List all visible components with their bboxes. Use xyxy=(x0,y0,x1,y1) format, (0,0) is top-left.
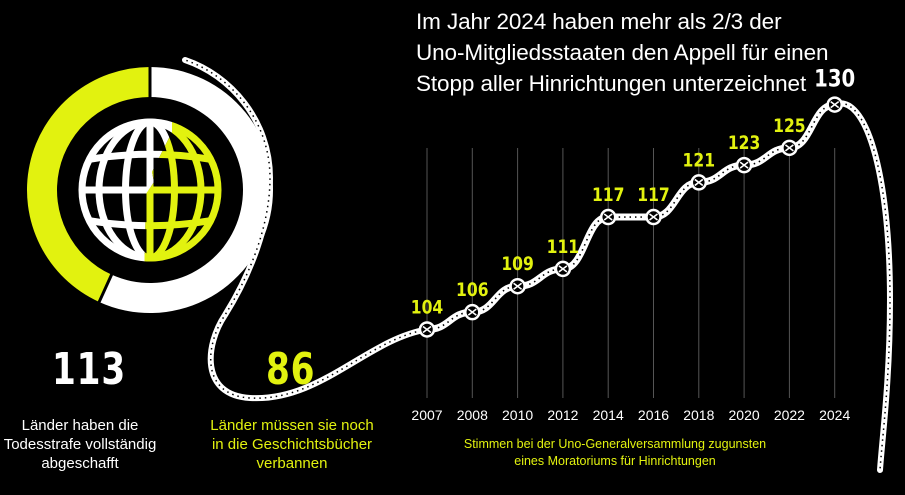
year-label-2014: 2014 xyxy=(593,407,624,423)
data-point-knot xyxy=(558,265,568,273)
chart-caption: Stimmen bei der Uno-Generalversammlung z… xyxy=(430,436,800,470)
vote-labels: 104 106 109 111 117 117 121 123 125 130 xyxy=(411,66,855,319)
rope-lead-twist xyxy=(184,59,891,471)
year-label-2007: 2007 xyxy=(411,407,442,423)
value-label-2010: 109 xyxy=(501,254,534,276)
remaining-label-line: Länder müssen sie noch xyxy=(210,417,374,434)
data-point-knot xyxy=(467,308,477,316)
value-label-2024: 130 xyxy=(814,66,855,93)
donut-slice-0 xyxy=(99,67,274,313)
globe-parallel xyxy=(88,150,172,163)
value-label-2008: 106 xyxy=(456,280,489,302)
caption-line: eines Moratoriums für Hinrichtungen xyxy=(514,454,716,468)
remaining-count: 86 xyxy=(266,344,316,395)
title-line: Im Jahr 2024 haben mehr als 2/3 der xyxy=(416,9,782,34)
year-label-2024: 2024 xyxy=(819,407,850,423)
year-label-2012: 2012 xyxy=(547,407,578,423)
chart-title: Im Jahr 2024 haben mehr als 2/3 der Uno-… xyxy=(416,6,901,99)
value-label-2016: 117 xyxy=(637,185,670,207)
remaining-label: Länder müssen sie noch in die Geschichts… xyxy=(196,416,388,473)
data-point-knot xyxy=(694,178,704,187)
globe-icon xyxy=(58,98,242,282)
year-label-2020: 2020 xyxy=(729,407,760,423)
votes-line-twist xyxy=(426,103,835,331)
votes-rope-line xyxy=(418,96,843,338)
abolished-label-line: Todesstrafe vollständig xyxy=(3,436,157,453)
value-label-2018: 121 xyxy=(683,150,716,172)
globe-parallel xyxy=(144,217,212,230)
value-label-2012: 111 xyxy=(547,237,580,259)
year-tick-labels: 2007 2008 2010 2012 2014 2016 2018 2020 2022 2024 xyxy=(411,407,850,423)
caption-line: Stimmen bei der Uno-Generalversammlung z… xyxy=(463,437,767,451)
abolished-count: 113 xyxy=(52,344,126,395)
remaining-label-line: verbannen xyxy=(256,455,328,472)
data-point-knot xyxy=(603,213,613,221)
year-label-2018: 2018 xyxy=(683,407,714,423)
data-point-knot xyxy=(422,325,432,334)
value-label-2022: 125 xyxy=(773,115,806,137)
abolished-label-line: Länder haben die xyxy=(21,417,139,434)
data-point-knot xyxy=(739,161,749,169)
title-line: Stopp aller Hinrichtungen unterzeichnet xyxy=(416,71,807,96)
year-label-2010: 2010 xyxy=(502,407,533,423)
abolished-label: Länder haben die Todesstrafe vollständig… xyxy=(0,416,170,473)
data-point-knot xyxy=(513,282,523,290)
value-label-2007: 104 xyxy=(411,297,444,319)
data-point-knot xyxy=(649,213,658,221)
year-label-2008: 2008 xyxy=(457,407,488,423)
value-label-2020: 123 xyxy=(728,133,761,155)
data-point-knot xyxy=(784,144,794,152)
year-label-2016: 2016 xyxy=(638,407,669,423)
title-line: Uno-Mitgliedsstaaten den Appell für eine… xyxy=(416,40,829,65)
value-label-2014: 117 xyxy=(592,185,625,207)
ratio-donut xyxy=(27,65,274,313)
remaining-label-line: in die Geschichtsbücher xyxy=(211,436,373,453)
donut-slice-1 xyxy=(27,67,151,302)
data-point-knot xyxy=(830,100,840,109)
divider-bottom xyxy=(96,272,114,305)
abolished-label-line: abgeschafft xyxy=(41,455,119,472)
year-label-2022: 2022 xyxy=(774,407,805,423)
year-gridlines xyxy=(426,148,836,398)
